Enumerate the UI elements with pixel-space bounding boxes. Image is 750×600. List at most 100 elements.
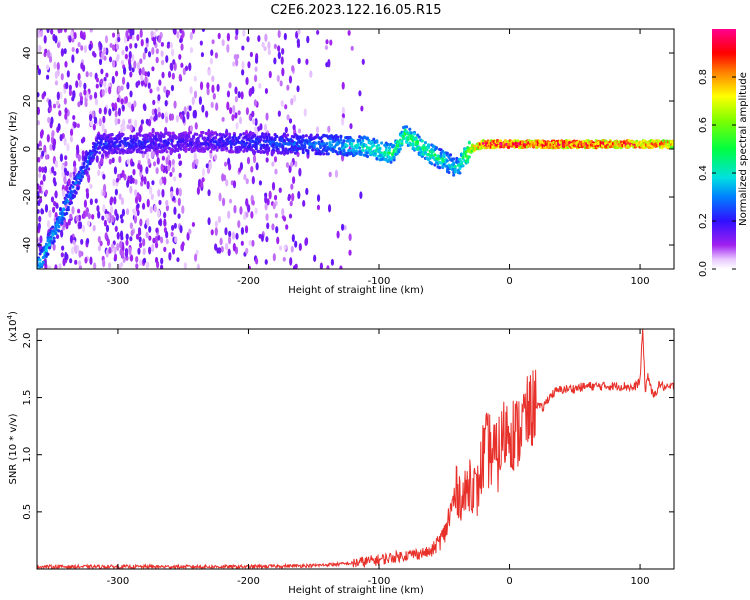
heatmap-cell (62, 208, 66, 212)
heatmap-cell (285, 224, 289, 230)
heatmap-cell (145, 137, 149, 141)
heatmap-cell (117, 118, 121, 125)
heatmap-cell (111, 59, 116, 68)
heatmap-cell (214, 135, 218, 140)
heatmap-cell (235, 29, 239, 37)
heatmap-cell (242, 29, 246, 37)
heatmap-cell (170, 139, 174, 143)
heatmap-cell (458, 166, 462, 171)
heatmap-cell (176, 257, 180, 263)
heatmap-cell (177, 213, 181, 219)
heatmap-cell (277, 51, 281, 60)
heatmap-cell (39, 30, 43, 38)
heatmap-cell (75, 144, 80, 153)
heatmap-cell (235, 232, 239, 240)
heatmap-cell (163, 211, 167, 219)
heatmap-cell (137, 247, 141, 255)
heatmap-cell (290, 161, 294, 168)
colorbar-tick-label: 0.6 (698, 117, 709, 133)
heatmap-cell (172, 59, 176, 65)
heatmap-cell (190, 137, 194, 142)
heatmap-cell (237, 91, 241, 99)
heatmap-cell (114, 188, 118, 196)
heatmap-cell (226, 44, 230, 53)
heatmap-cell (140, 38, 144, 47)
heatmap-cell (133, 210, 138, 217)
heatmap-cell (121, 250, 125, 259)
heatmap-cell (376, 143, 380, 147)
heatmap-cell (372, 143, 376, 147)
heatmap-cell (142, 52, 146, 60)
heatmap-cell (303, 108, 307, 117)
heatmap-cell (171, 159, 175, 166)
heatmap-cell (402, 137, 406, 141)
heatmap-cell (267, 49, 271, 56)
heatmap-cell (157, 133, 161, 137)
heatmap-cell (144, 76, 148, 85)
heatmap-cell (226, 101, 230, 111)
heatmap-cell (122, 66, 127, 75)
heatmap-cell (350, 142, 354, 146)
heatmap-cell (254, 66, 258, 72)
heatmap-cell (155, 56, 159, 64)
heatmap-cell (244, 225, 249, 234)
heatmap-cell (51, 225, 55, 229)
heatmap-cell (233, 53, 237, 60)
heatmap-cell (113, 143, 117, 148)
heatmap-cell (228, 132, 232, 136)
heatmap-cell (75, 80, 79, 89)
heatmap-cell (97, 169, 101, 177)
heatmap-cell (69, 258, 73, 264)
heatmap-cell (302, 200, 306, 207)
heatmap-cell (142, 247, 146, 256)
heatmap-cell (161, 59, 165, 66)
heatmap-cell (287, 193, 291, 200)
heatmap-cell (441, 164, 445, 169)
heatmap-cell (265, 157, 269, 163)
heatmap-cell (274, 213, 278, 219)
heatmap-cell (207, 189, 211, 197)
heatmap-cell (254, 145, 258, 149)
heatmap-cell (129, 134, 133, 138)
heatmap-cell (103, 80, 107, 88)
heatmap-cell (251, 110, 255, 118)
heatmap-cell (116, 97, 120, 103)
heatmap-cell (105, 213, 109, 219)
heatmap-cell (452, 173, 456, 177)
heatmap-cell (90, 159, 94, 163)
heatmap-cell (315, 133, 319, 137)
heatmap-cell (225, 131, 229, 136)
heatmap-cell (167, 89, 171, 96)
heatmap-cell (254, 126, 258, 132)
heatmap-cell (116, 231, 120, 240)
heatmap-cell (409, 131, 413, 135)
heatmap-cell (225, 179, 229, 187)
heatmap-cell (72, 114, 76, 121)
heatmap-cell (54, 226, 58, 230)
heatmap-cell (83, 89, 87, 96)
heatmap-cell (76, 123, 80, 129)
heatmap-cell (326, 152, 330, 156)
heatmap-cell (278, 245, 283, 251)
heatmap-cell (180, 43, 184, 51)
heatmap-cell (247, 61, 251, 69)
heatmap-cell (138, 236, 142, 243)
x-tick-label: 100 (631, 276, 650, 287)
heatmap-cell (56, 100, 60, 106)
heatmap-cell (329, 143, 333, 147)
heatmap-cell (69, 201, 73, 205)
heatmap-cell (306, 150, 310, 155)
colorbar-tick-label: 0.4 (698, 165, 709, 181)
heatmap-cell (277, 30, 281, 39)
heatmap-cell (387, 148, 391, 153)
heatmap-cell (458, 157, 462, 161)
heatmap-cell (62, 216, 66, 221)
heatmap-cell (66, 143, 70, 152)
heatmap-cell (71, 96, 75, 102)
spectrogram-x-ticks: -300 -200 -100 0 100 (107, 29, 650, 287)
heatmap-cell (164, 100, 168, 107)
heatmap-cell (273, 57, 277, 65)
heatmap-cell (44, 248, 48, 253)
heatmap-cell (113, 166, 118, 175)
